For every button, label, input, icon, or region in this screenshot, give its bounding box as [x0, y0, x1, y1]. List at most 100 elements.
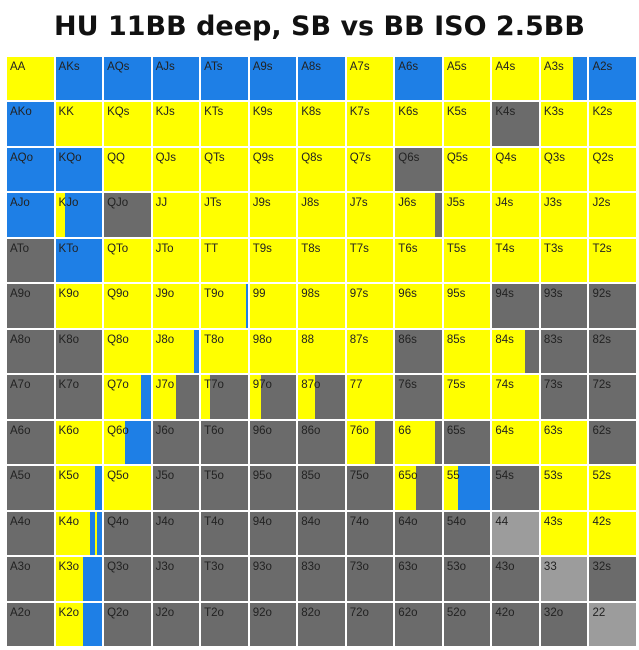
hand-cell-segment	[104, 466, 151, 510]
hand-cell-T6o: T6o	[201, 420, 248, 465]
hand-cell-T3o: T3o	[201, 557, 248, 601]
hand-cell-52s: 52s	[589, 466, 636, 510]
hand-cell-segment	[7, 147, 54, 192]
hand-cell-53o: 53o	[443, 557, 491, 601]
hand-cell-segment	[492, 466, 539, 510]
hand-cell-segment	[298, 466, 345, 510]
hand-cell-segment	[492, 102, 539, 146]
hand-cell-Q7s: Q7s	[346, 147, 394, 192]
hand-label: QTo	[107, 242, 129, 255]
hand-cell-segment	[395, 238, 442, 283]
hand-cell-segment	[395, 602, 442, 646]
hand-label: 73s	[543, 379, 563, 392]
hand-label: 75o	[349, 470, 369, 483]
hand-label: 33	[543, 561, 557, 574]
hand-cell-Q3o: Q3o	[104, 557, 151, 601]
hand-label: AQo	[10, 151, 34, 164]
hand-cell-segment	[104, 238, 151, 283]
hand-cell-K8o: K8o	[55, 329, 103, 374]
hand-cell-segment	[443, 102, 491, 146]
hand-cell-segment	[524, 329, 539, 374]
hand-cell-AKs: AKs	[55, 57, 103, 101]
hand-label: A5o	[10, 470, 31, 483]
hand-cell-segment	[83, 557, 103, 601]
hand-label: KTs	[204, 106, 224, 119]
hand-label: AKs	[58, 61, 80, 73]
hand-cell-76s: 76s	[395, 375, 442, 419]
hand-label: 22	[592, 606, 606, 619]
hand-cell-segment	[346, 375, 394, 419]
hand-cell-A6s: A6s	[395, 57, 442, 101]
hand-cell-J6s: J6s	[395, 193, 442, 237]
hand-label: A9s	[252, 61, 273, 73]
hand-label: 97o	[252, 379, 272, 392]
hand-label: J9o	[155, 288, 175, 301]
hand-label: 74o	[349, 515, 369, 528]
hand-cell-segment	[7, 557, 54, 601]
hand-cell-segment	[298, 329, 345, 374]
hand-label: 76s	[398, 379, 417, 392]
hand-cell-65s: 65s	[443, 420, 491, 465]
hand-cell-segment	[201, 102, 248, 146]
hand-label: QJo	[107, 197, 129, 210]
hand-label: 87s	[349, 333, 369, 346]
hand-label: T4s	[495, 242, 515, 255]
hand-cell-segment	[194, 329, 200, 374]
hand-label: 83s	[543, 333, 563, 346]
hand-cell-segment	[55, 329, 103, 374]
hand-label: 73o	[349, 561, 369, 574]
hand-cell-75o: 75o	[346, 466, 394, 510]
hand-cell-J5s: J5s	[443, 193, 491, 237]
hand-cell-J9o: J9o	[152, 284, 200, 328]
hand-label: Q8s	[301, 151, 323, 164]
hand-label: AKo	[10, 106, 32, 119]
hand-cell-66: 66	[395, 420, 442, 465]
hand-cell-86o: 86o	[298, 420, 345, 465]
hand-cell-87o: 87o	[298, 375, 345, 419]
hand-cell-32s: 32s	[589, 557, 636, 601]
hand-cell-segment	[7, 284, 54, 328]
hand-label: AQs	[107, 61, 130, 73]
hand-label: J2s	[592, 197, 611, 210]
hand-label: 95s	[446, 288, 466, 301]
hand-cell-Q9s: Q9s	[249, 147, 297, 192]
hand-cell-segment	[152, 511, 200, 556]
hand-cell-segment	[141, 375, 151, 419]
hand-cell-J2s: J2s	[589, 193, 636, 237]
hand-cell-segment	[152, 102, 200, 146]
hand-cell-segment	[201, 284, 247, 328]
hand-cell-J4o: J4o	[152, 511, 200, 556]
hand-cell-segment	[443, 284, 491, 328]
hand-cell-Q3s: Q3s	[540, 147, 588, 192]
hand-label: T8s	[301, 242, 321, 255]
hand-label: 82o	[301, 606, 321, 619]
hand-cell-segment	[540, 511, 588, 556]
hand-cell-segment	[7, 102, 54, 146]
hand-cell-99: 99	[249, 284, 297, 328]
hand-cell-segment	[395, 420, 435, 465]
hand-cell-segment	[395, 375, 442, 419]
hand-label: A6s	[398, 61, 419, 73]
hand-label: T5s	[446, 242, 467, 255]
hand-label: 64o	[398, 515, 418, 528]
hand-cell-K9s: K9s	[249, 102, 297, 146]
hand-cell-32o: 32o	[540, 602, 588, 646]
hand-cell-segment	[298, 238, 345, 283]
hand-label: 97s	[349, 288, 369, 301]
hand-cell-J8o: J8o	[152, 329, 200, 374]
hand-cell-85o: 85o	[298, 466, 345, 510]
hand-label: 84s	[495, 333, 514, 346]
hand-label: 62s	[592, 424, 611, 437]
hand-label: 54o	[446, 515, 467, 528]
hand-label: 86s	[398, 333, 417, 346]
hand-cell-62o: 62o	[395, 602, 442, 646]
hand-cell-segment	[152, 602, 200, 646]
hand-cell-segment	[152, 57, 200, 101]
hand-label: J5s	[446, 197, 465, 210]
hand-cell-83s: 83s	[540, 329, 588, 374]
hand-cell-segment	[152, 466, 200, 510]
hand-cell-segment	[443, 193, 491, 237]
hand-cell-Q5s: Q5s	[443, 147, 491, 192]
hand-cell-K4o: K4o	[55, 511, 103, 556]
hand-cell-JTo: JTo	[152, 238, 200, 283]
